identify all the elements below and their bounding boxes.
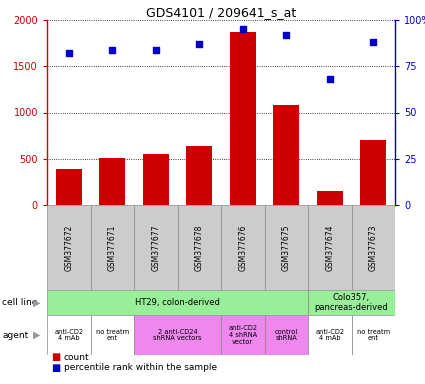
Bar — [47, 205, 91, 290]
Text: GSM377672: GSM377672 — [64, 224, 73, 271]
Text: anti-CD2
4 mAb: anti-CD2 4 mAb — [315, 329, 344, 341]
Bar — [56, 169, 82, 205]
Point — [196, 41, 203, 47]
Point — [152, 46, 159, 53]
Text: ▶: ▶ — [33, 330, 41, 340]
Bar — [178, 205, 221, 290]
Text: ■: ■ — [51, 352, 60, 362]
Bar — [99, 158, 125, 205]
Bar — [351, 315, 395, 355]
Bar — [47, 315, 91, 355]
Bar — [91, 205, 134, 290]
Text: GSM377678: GSM377678 — [195, 224, 204, 271]
Bar — [264, 205, 308, 290]
Bar — [360, 140, 386, 205]
Text: percentile rank within the sample: percentile rank within the sample — [64, 364, 217, 372]
Bar — [134, 315, 221, 355]
Point — [65, 50, 72, 56]
Text: anti-CD2
4 mAb: anti-CD2 4 mAb — [54, 329, 83, 341]
Bar — [317, 191, 343, 205]
Text: control
shRNA: control shRNA — [275, 329, 298, 341]
Text: GSM377676: GSM377676 — [238, 224, 247, 271]
Bar — [308, 290, 395, 315]
Point — [283, 32, 290, 38]
Bar — [134, 205, 178, 290]
Bar — [308, 205, 351, 290]
Text: GSM377677: GSM377677 — [151, 224, 160, 271]
Bar — [221, 315, 264, 355]
Point — [370, 39, 377, 45]
Bar — [230, 32, 256, 205]
Text: no treatm
ent: no treatm ent — [357, 329, 390, 341]
Bar — [186, 146, 212, 205]
Bar — [91, 315, 134, 355]
Bar — [351, 205, 395, 290]
Text: GSM377671: GSM377671 — [108, 224, 117, 271]
Text: count: count — [64, 353, 90, 361]
Title: GDS4101 / 209641_s_at: GDS4101 / 209641_s_at — [146, 6, 296, 19]
Bar — [308, 315, 351, 355]
Bar — [47, 290, 308, 315]
Text: Colo357,
pancreas-derived: Colo357, pancreas-derived — [314, 293, 388, 312]
Text: GSM377673: GSM377673 — [369, 224, 378, 271]
Text: ▶: ▶ — [33, 298, 41, 308]
Point — [109, 46, 116, 53]
Bar — [264, 315, 308, 355]
Text: 2 anti-CD24
shRNA vectors: 2 anti-CD24 shRNA vectors — [153, 329, 202, 341]
Text: cell line: cell line — [2, 298, 37, 307]
Bar — [273, 105, 299, 205]
Text: HT29, colon-derived: HT29, colon-derived — [135, 298, 220, 307]
Point — [326, 76, 333, 82]
Text: GSM377674: GSM377674 — [325, 224, 334, 271]
Text: no treatm
ent: no treatm ent — [96, 329, 129, 341]
Point — [239, 26, 246, 32]
Text: ■: ■ — [51, 363, 60, 373]
Bar — [221, 205, 264, 290]
Text: anti-CD2
4 shRNA
vector: anti-CD2 4 shRNA vector — [228, 326, 257, 344]
Bar — [143, 154, 169, 205]
Text: agent: agent — [2, 331, 28, 339]
Text: GSM377675: GSM377675 — [282, 224, 291, 271]
